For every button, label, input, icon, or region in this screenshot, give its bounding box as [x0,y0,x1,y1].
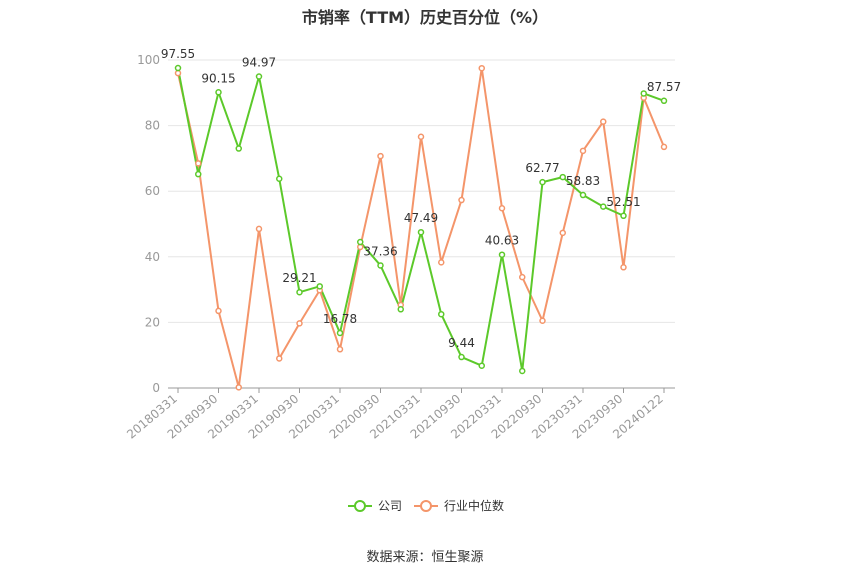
industry-median-data-point [255,225,263,233]
company-data-label: 40.63 [485,234,519,248]
company-data-point [579,191,587,199]
y-tick-label: 80 [145,119,160,133]
industry-median-data-point [539,317,546,325]
company-data-point [195,170,202,178]
company-data-point [174,64,182,72]
y-tick-label: 100 [137,53,160,67]
industry-median-data-point [215,307,222,315]
industry-median-series-line [177,67,665,389]
company-data-point [276,175,283,182]
data-source-note: 数据来源：恒生聚源 [366,550,484,565]
y-tick-label: 20 [145,315,160,329]
company-data-point [296,288,303,296]
company-data-label: 87.57 [647,80,681,94]
company-data-point [336,329,344,337]
y-tick-label: 0 [152,381,160,395]
company-data-point [235,145,242,152]
company-data-point [539,178,546,186]
company-data-point [438,310,445,318]
company-data-label: 16.78 [323,312,357,326]
industry-median-data-point [377,152,384,160]
company-data-point [660,97,668,105]
chart-title: 市销率（TTM）历史百分位（%） [301,8,549,27]
industry-median-data-point [276,355,283,362]
y-tick-label: 60 [145,184,160,198]
company-data-point [519,367,526,375]
industry-median-data-point [438,259,445,266]
company-data-point [620,212,627,220]
legend-company-marker-icon [354,500,366,512]
company-data-label: 29.21 [282,271,316,285]
legend-industry-median-label: 行业中位数 [444,498,504,513]
company-data-point [458,353,465,361]
company-data-label: 9.44 [448,336,475,350]
company-data-label: 94.97 [242,55,276,69]
company-data-label: 47.49 [404,211,438,225]
company-data-point [478,362,485,369]
company-data-label: 37.36 [363,244,397,258]
industry-median-data-point [519,273,526,281]
industry-median-data-point [417,133,425,141]
company-data-label: 90.15 [201,71,235,85]
industry-median-data-point [559,229,566,237]
company-data-point [640,90,647,97]
company-data-point [377,262,384,269]
company-data-point [498,251,506,258]
industry-median-data-point [620,264,627,271]
legend-company-label: 公司 [378,499,402,513]
industry-median-data-point [296,320,303,327]
company-data-point [316,283,323,290]
company-data-point [600,203,607,210]
industry-median-data-point [458,196,465,204]
company-data-label: 52.51 [606,195,640,209]
industry-median-data-point [660,143,668,151]
company-data-point [255,73,263,80]
industry-median-data-point [600,118,607,125]
industry-median-data-point [195,160,202,167]
company-data-point [357,238,364,246]
company-data-point [417,228,425,236]
company-data-point [215,89,222,96]
company-data-point [559,173,566,181]
company-data-label: 58.83 [566,174,600,188]
industry-median-data-point [174,69,182,77]
company-data-point [397,306,404,313]
industry-median-data-point [336,346,344,353]
y-tick-label: 40 [145,250,160,264]
industry-median-data-point [478,64,485,72]
industry-median-data-point [498,205,506,212]
company-data-label: 62.77 [525,161,559,175]
industry-median-data-point [579,147,587,155]
company-data-label: 97.55 [161,47,195,61]
industry-median-data-point [235,384,242,391]
legend-industry-median-marker-icon [420,500,432,512]
